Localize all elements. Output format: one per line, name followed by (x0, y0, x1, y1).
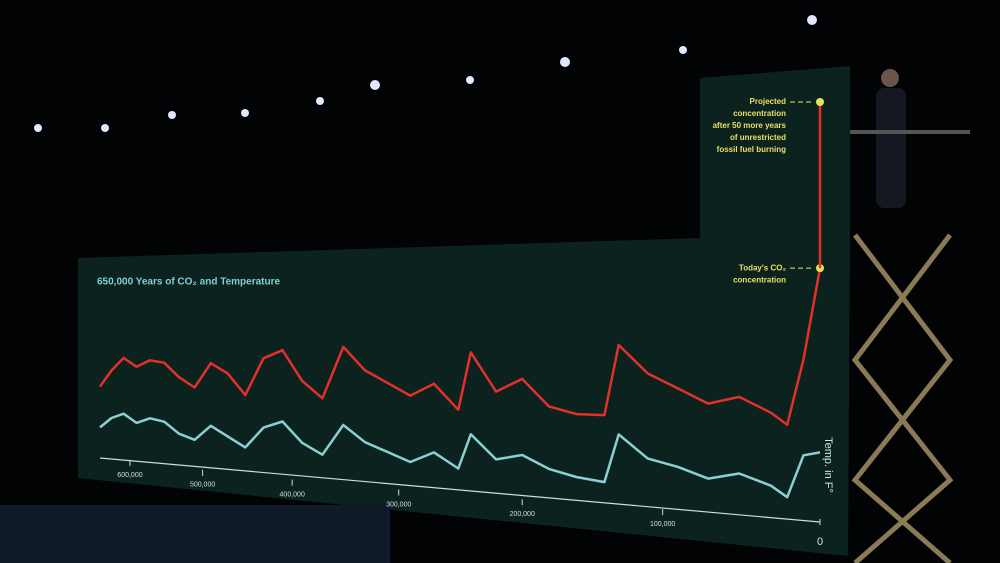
presenter (850, 69, 970, 208)
stage-light (34, 124, 42, 132)
data-line (99, 412, 821, 499)
annotation-text: Projected (750, 97, 787, 106)
stage-light (466, 76, 474, 84)
x-tick-label: 400,000 (280, 491, 305, 498)
stage-light (560, 57, 570, 67)
stage-light (807, 15, 817, 25)
annotation-dot (816, 98, 824, 106)
stage-light (316, 97, 324, 105)
stage-light (168, 111, 176, 119)
annotation-text: of unrestricted (730, 133, 786, 142)
stage-light (370, 80, 380, 90)
annotation-text: fossil fuel burning (717, 145, 786, 154)
presenter-body (876, 88, 906, 208)
annotation-text: concentration (733, 109, 786, 118)
annotation-text: Today's CO₂ (739, 264, 787, 273)
lift-rail (850, 130, 970, 134)
stage-lights (34, 15, 817, 132)
annotation-text: concentration (733, 276, 786, 285)
stage-light (101, 124, 109, 132)
projection-screen (78, 66, 850, 556)
lift-strut (851, 233, 954, 563)
x-tick-label: 100,000 (650, 521, 675, 528)
stage-floor (0, 505, 390, 563)
plot: 600,000 500,000 400,000 300,000 200,000 100,0… (98, 97, 824, 548)
x-axis-line (99, 457, 821, 523)
x-tick-label: 300,000 (386, 501, 411, 508)
stage-light (679, 46, 687, 54)
x-tick-label: 200,000 (510, 511, 535, 518)
annotation-text: after 50 more years (713, 121, 787, 130)
stage-light (241, 109, 249, 117)
y2-axis-label: Temp. in F° (822, 437, 834, 493)
presenter-head (881, 69, 899, 87)
x-tick-label: 0 (817, 536, 823, 548)
data-line (98, 267, 822, 426)
x-tick-label: 600,000 (117, 472, 142, 479)
scissor-lift (851, 233, 954, 563)
x-tick-label: 500,000 (190, 482, 215, 489)
chart-title: 650,000 Years of CO₂ and Temperature (97, 277, 280, 288)
